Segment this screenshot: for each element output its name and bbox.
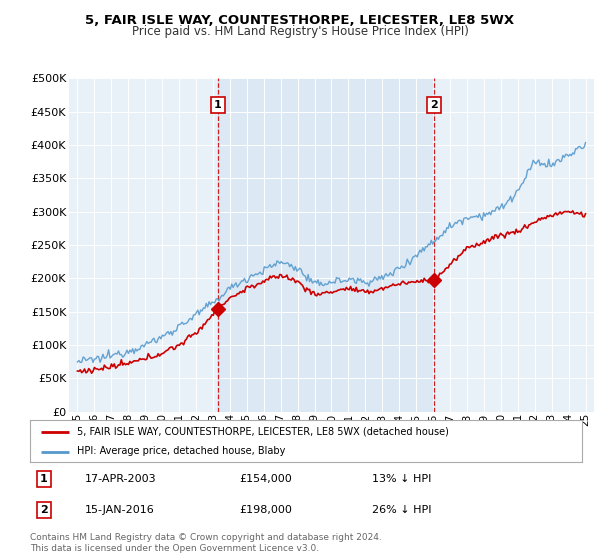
Text: £154,000: £154,000 (240, 474, 293, 484)
Text: Contains HM Land Registry data © Crown copyright and database right 2024.
This d: Contains HM Land Registry data © Crown c… (30, 533, 382, 553)
Text: 5, FAIR ISLE WAY, COUNTESTHORPE, LEICESTER, LE8 5WX: 5, FAIR ISLE WAY, COUNTESTHORPE, LEICEST… (85, 14, 515, 27)
Text: 2: 2 (40, 505, 47, 515)
Text: 13% ↓ HPI: 13% ↓ HPI (372, 474, 431, 484)
Text: 15-JAN-2016: 15-JAN-2016 (85, 505, 155, 515)
Text: 1: 1 (214, 100, 222, 110)
Text: HPI: Average price, detached house, Blaby: HPI: Average price, detached house, Blab… (77, 446, 285, 456)
Bar (218, 78, 434, 412)
Text: 17-APR-2003: 17-APR-2003 (85, 474, 157, 484)
Text: 1: 1 (40, 474, 47, 484)
Text: Price paid vs. HM Land Registry's House Price Index (HPI): Price paid vs. HM Land Registry's House … (131, 25, 469, 38)
Text: 26% ↓ HPI: 26% ↓ HPI (372, 505, 432, 515)
Text: £198,000: £198,000 (240, 505, 293, 515)
Text: 5, FAIR ISLE WAY, COUNTESTHORPE, LEICESTER, LE8 5WX (detached house): 5, FAIR ISLE WAY, COUNTESTHORPE, LEICEST… (77, 427, 449, 437)
Text: 2: 2 (430, 100, 437, 110)
